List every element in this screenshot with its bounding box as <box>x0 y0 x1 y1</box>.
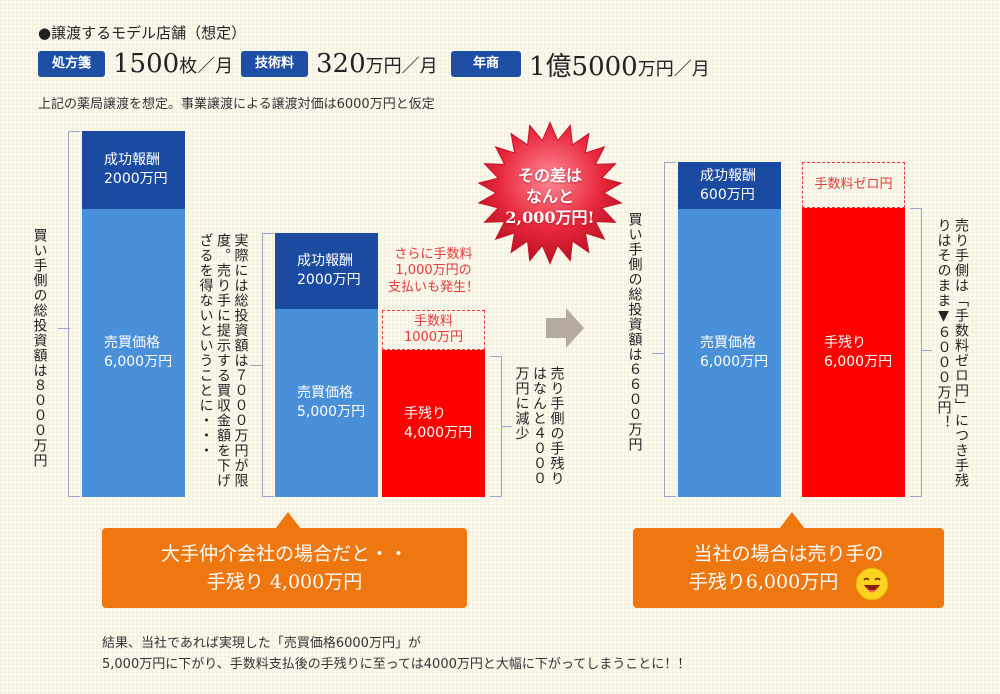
callout-pointer <box>779 512 805 529</box>
extra-fee-note: さらに手数料 1,000万円の 支払いも発生！ <box>387 247 479 295</box>
bracket-bar4 <box>664 162 676 497</box>
stat-value-annual-sales: 1億5000万円／月 <box>529 51 710 82</box>
limit-note: 実際には総投資額は７０００万円が限度。売り手に提示する買収金額を下げざるを得ない… <box>197 233 249 488</box>
bar2-success-fee: 成功報酬 2000万円 <box>275 233 378 309</box>
stat-value-prescriptions: 1500枚／月 <box>113 49 234 79</box>
assumption-text: 上記の薬局譲渡を想定。事業譲渡による譲渡対価は6000万円と仮定 <box>38 97 435 112</box>
bar4-sale-price: 売買価格 6,000万円 <box>678 209 781 497</box>
bracket-tick <box>250 365 262 366</box>
zero-fee-note: 売り手側は「手数料ゼロ円」につき手残りはそのまま▼６０００万円！ <box>935 218 970 488</box>
stat-value-tech-fee: 320万円／月 <box>316 49 438 79</box>
difference-burst-text: その差は なんと 2,000万円! <box>505 166 595 227</box>
buyer-total-investment-6600: 買い手側の総投資額は６６００万円 <box>626 212 643 452</box>
bracket-tick <box>502 426 512 427</box>
bracket-bar2 <box>262 233 274 497</box>
bracket-bar5 <box>910 208 922 497</box>
bar2-sale-price: 売買価格 5,000万円 <box>275 309 378 497</box>
bar3-fee-box: 手数料 1000万円 <box>382 310 485 350</box>
bar3-net-proceeds: 手残り 4,000万円 <box>382 350 485 497</box>
starburst-icon <box>477 121 623 265</box>
bracket-tick <box>922 350 932 351</box>
conclusion-text: 結果、当社であれば実現した「売買価格6000万円」が 5,000万円に下がり、手… <box>102 636 691 672</box>
smiley-face-icon <box>855 567 889 601</box>
stat-annual-sales: 年商 1億5000万円／月 <box>451 50 710 82</box>
callout-major-broker: 大手仲介会社の場合だと・・ 手残り 4,000万円 <box>102 528 467 608</box>
buyer-total-investment-8000: 買い手側の総投資額は８０００万円 <box>31 228 48 468</box>
callout-our-company: 当社の場合は売り手の 手残り6,000万円 <box>633 528 944 608</box>
bar1-success-fee: 成功報酬 2000万円 <box>82 131 185 209</box>
bar4-success-fee: 成功報酬 600万円 <box>678 162 781 209</box>
stat-badge-tech-fee: 技術料 <box>241 51 309 77</box>
callout-pointer <box>275 512 301 529</box>
stat-tech-fee: 技術料 320万円／月 <box>241 49 438 79</box>
bracket-tick <box>58 328 70 329</box>
bracket-bar3 <box>490 356 502 497</box>
bracket-tick <box>652 353 664 354</box>
bar5-zero-fee-box: 手数料ゼロ円 <box>802 162 905 208</box>
page-title: ●譲渡するモデル店舗（想定） <box>38 24 247 42</box>
right-arrow-icon <box>546 308 584 348</box>
stat-prescriptions: 処方箋 1500枚／月 <box>38 49 234 79</box>
bracket-bar1 <box>68 131 80 497</box>
stat-badge-prescriptions: 処方箋 <box>38 51 106 77</box>
bar5-net-proceeds: 手残り 6,000万円 <box>802 208 905 497</box>
stat-badge-annual-sales: 年商 <box>451 51 522 77</box>
reduced-proceeds-note: 売り手側の手残りはなんと４０００万円に減少 <box>513 366 565 486</box>
bar1-sale-price: 売買価格 6,000万円 <box>82 209 185 497</box>
